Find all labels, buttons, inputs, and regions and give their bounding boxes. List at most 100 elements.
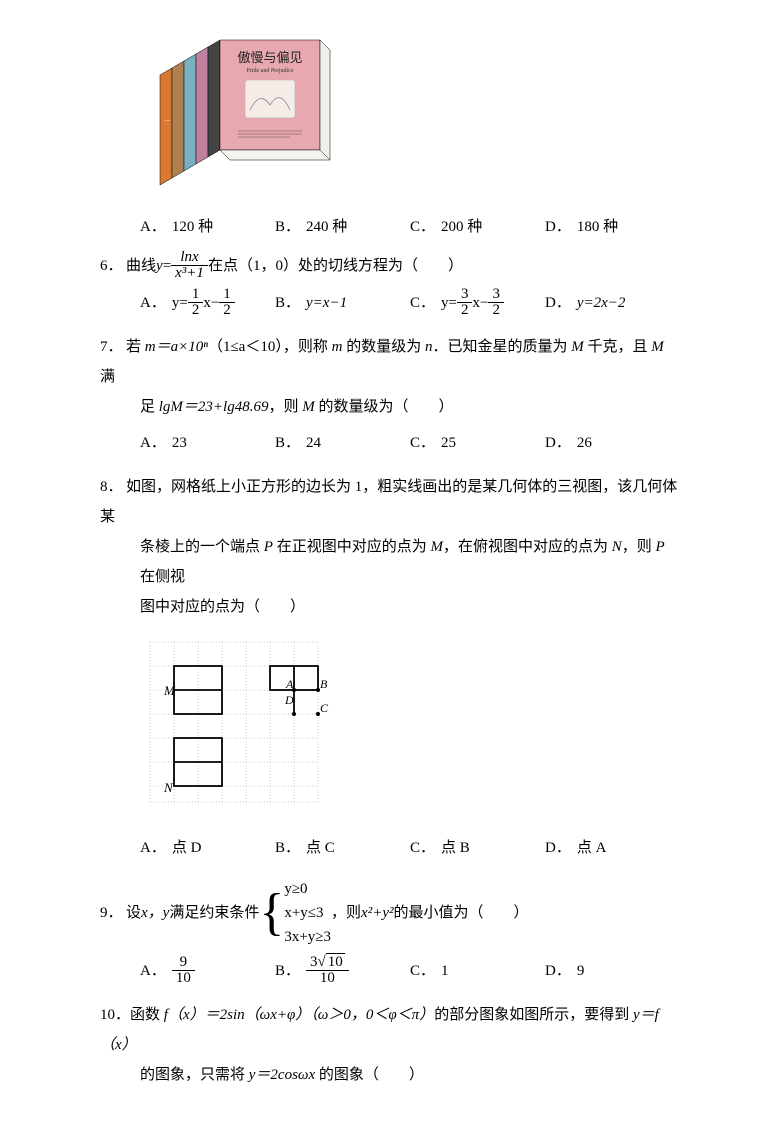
q6-c-n1: 3 (457, 287, 473, 302)
q7-d: 26 (577, 428, 592, 458)
q9-mid1: 满足约束条件 (169, 898, 259, 928)
q5-opt-b: B．240 种 (275, 215, 410, 236)
q5-opt-c: C．200 种 (410, 215, 545, 236)
q6-b: y=x−1 (306, 288, 347, 318)
q9-mid2: ，则 (331, 898, 361, 928)
q8-l2f: N (612, 539, 622, 555)
svg-text:C: C (320, 701, 329, 715)
q8-l2e: ，在俯视图中对应的点为 (443, 539, 612, 555)
question-8: 8．如图，网格纸上小正方形的边长为 1，粗实线画出的是某几何体的三视图，该几何体… (100, 472, 680, 863)
q9-d: 9 (577, 956, 585, 986)
q7-l1b: m＝a×10ⁿ (145, 339, 208, 355)
q7-l1k: 满 (100, 369, 115, 385)
q6-c-pre: y= (441, 288, 457, 318)
q5-d-text: 180 种 (577, 215, 618, 236)
q8-opt-b: B．点 C (275, 833, 410, 863)
q10-l1c: 的部分图象如图所示，要得到 (434, 1007, 633, 1023)
question-7: 7．若 m＝a×10ⁿ（1≤a＜10），则称 m 的数量级为 n．已知金星的质量… (100, 332, 680, 458)
q6-a-d1: 2 (188, 302, 204, 318)
q7-l2c: ，则 (268, 399, 302, 415)
q7-options: A．23 B．24 C．25 D．26 (140, 428, 680, 458)
q7-l1j: M (651, 339, 664, 355)
q8-l2i: 在侧视 (140, 569, 185, 585)
q8-l2h: P (656, 539, 665, 555)
q10-l2b: y＝2cosωx (249, 1067, 315, 1083)
q6-a-n1: 1 (188, 287, 204, 302)
question-9: 9． 设 x，y 满足约束条件 { y≥0 x+y≤3 3x+y≥3 ，则 x²… (100, 877, 680, 986)
q9-b-pre: 3 (310, 954, 318, 970)
q7-opt-a: A．23 (140, 428, 275, 458)
q6-a-n2: 1 (219, 287, 235, 302)
q6-num: 6． (100, 251, 126, 281)
q8-d: 点 A (577, 833, 607, 863)
q7-opt-d: D．26 (545, 428, 680, 458)
q9-c: 1 (441, 956, 449, 986)
q7-l1c: （1≤a＜10），则称 (208, 339, 332, 355)
q6-opt-b: B．y=x−1 (275, 288, 410, 318)
q6-opt-c: C． y= 32 x− 32 (410, 287, 545, 318)
q8-num: 8． (100, 472, 126, 502)
exam-page: 傲慢与偏见 Pride and Prejudice | A．120 种 B．24… (0, 0, 780, 1134)
q9-opt-b: B． 3√10 10 (275, 955, 410, 986)
q6-front: 曲线 (126, 251, 156, 281)
q6-d: y=2x−2 (577, 288, 626, 318)
q6-opt-d: D．y=2x−2 (545, 288, 680, 318)
q10-num: 10． (100, 1000, 130, 1030)
q9-options: A． 910 B． 3√10 10 C．1 D．9 (140, 955, 680, 986)
q5-a-text: 120 种 (172, 215, 213, 236)
q9-xy: x，y (141, 898, 169, 928)
q7-l1g: ．已知金星的质量为 (432, 339, 571, 355)
q10-l1b: f（x）＝2sin（ωx+φ）（ω＞0，0＜φ＜π） (164, 1007, 434, 1023)
svg-text:Pride and Prejudice: Pride and Prejudice (247, 68, 294, 74)
q7-l2b: lgM＝23+lg48.69 (159, 399, 269, 415)
q8-l2a: 条棱上的一个端点 (140, 539, 264, 555)
q6-frac: lnx x³+1 (171, 250, 208, 281)
q10-l2a: 的图象，只需将 (140, 1067, 249, 1083)
q7-l1e: 的数量级为 (342, 339, 425, 355)
q7-opt-b: B．24 (275, 428, 410, 458)
q8-l2b: P (264, 539, 273, 555)
svg-text:D: D (284, 693, 294, 707)
q9-b2: x+y≤3 (284, 905, 323, 921)
q8-l2g: ，则 (622, 539, 656, 555)
question-6: 6． 曲线 y= lnx x³+1 在点（1，0）处的切线方程为（ ） A． y… (100, 250, 680, 318)
q8-opt-d: D．点 A (545, 833, 680, 863)
q9-mid3: 的最小值为（ ） (393, 898, 528, 928)
q7-l1h: M (571, 339, 584, 355)
q5-opt-d: D．180 种 (545, 215, 680, 236)
q8-l1: 如图，网格纸上小正方形的边长为 1，粗实线画出的是某几何体的三视图，该几何体某 (100, 479, 677, 525)
q9-num: 9． (100, 898, 126, 928)
q7-c: 25 (441, 428, 456, 458)
q6-c-d1: 2 (457, 302, 473, 318)
q9-opt-c: C．1 (410, 956, 545, 986)
svg-text:N: N (163, 780, 174, 795)
q6-a-pre: y= (172, 288, 188, 318)
question-10: 10．函数 f（x）＝2sin（ωx+φ）（ω＞0，0＜φ＜π）的部分图象如图所… (100, 1000, 680, 1090)
q5-opt-a: A．120 种 (140, 215, 275, 236)
q9-b1: y≥0 (284, 881, 307, 897)
q9-opt-d: D．9 (545, 956, 680, 986)
q9-a-n: 9 (172, 955, 195, 970)
q10-l1a: 函数 (130, 1007, 164, 1023)
q6-c-mid: x− (472, 288, 488, 318)
svg-text:B: B (320, 677, 328, 691)
q8-l2c: 在正视图中对应的点为 (273, 539, 431, 555)
q9-a-d: 10 (172, 970, 195, 986)
q6-frac-den: x³+1 (171, 265, 208, 281)
q10-l2c: 的图象（ ） (315, 1067, 424, 1083)
q5-options: A．120 种 B．240 种 C．200 种 D．180 种 (140, 215, 680, 236)
q9-opt-a: A． 910 (140, 955, 275, 986)
q7-l1d: m (332, 339, 343, 355)
q7-l2a: 足 (140, 399, 159, 415)
q7-l2e: 的数量级为（ ） (315, 399, 454, 415)
q8-b: 点 C (306, 833, 335, 863)
q7-b: 24 (306, 428, 321, 458)
q7-opt-c: C．25 (410, 428, 545, 458)
q6-mid: 在点（1，0）处的切线方程为（ ） (208, 251, 463, 281)
q6-opt-a: A． y= 12 x− 12 (140, 287, 275, 318)
q8-opt-c: C．点 B (410, 833, 545, 863)
q7-num: 7． (100, 332, 126, 362)
svg-text:傲慢与偏见: 傲慢与偏见 (237, 50, 302, 65)
q9-expr: x²+y² (361, 898, 393, 928)
q8-figure: M A B D C N (140, 632, 680, 823)
